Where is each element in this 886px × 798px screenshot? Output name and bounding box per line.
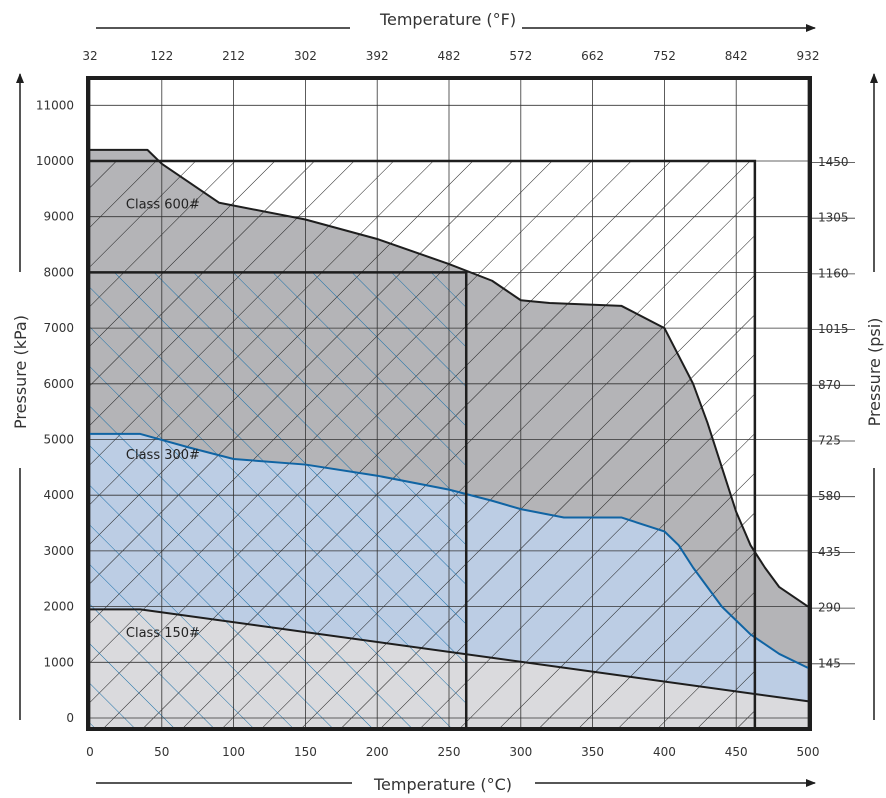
x-axis-title-bottom: Temperature (°C) [373,775,512,794]
y-tick-right-145: 145 [818,656,841,670]
y-tick-left-2000: 2000 [43,600,74,614]
x-tick-bottom-150: 150 [294,745,317,759]
y-tick-left-11000: 11000 [36,98,74,112]
x-tick-top-842: 842 [725,49,748,63]
y-tick-left-6000: 6000 [43,377,74,391]
x-tick-bottom-300: 300 [509,745,532,759]
class-300-rating-box-hatch [88,272,467,729]
y-tick-right-435: 435 [818,545,841,559]
y-tick-right-1305: 1305 [818,211,849,225]
class-labels: Class 600# Class 300# Class 150# [126,197,200,641]
y-tick-left-5000: 5000 [43,433,74,447]
class-600-label: Class 600# [126,197,200,212]
y-tick-left-9000: 9000 [43,210,74,224]
x-tick-bottom-350: 350 [581,745,604,759]
y-tick-left-10000: 10000 [36,154,74,168]
tick-labels: 0 50 100 150 200 250 300 350 400 450 500 32 122 212 30… [36,49,849,759]
gridlines [88,78,855,729]
y-tick-left-0: 0 [66,711,74,725]
x-tick-bottom-250: 250 [438,745,461,759]
x-tick-top-392: 392 [366,49,389,63]
x-tick-bottom-0: 0 [86,745,94,759]
plot-frame [86,76,812,731]
class-300-line [90,432,809,669]
x-tick-top-32: 32 [82,49,97,63]
x-tick-top-122: 122 [150,49,173,63]
hatched-regions [88,161,755,729]
y-tick-right-1450: 1450 [818,155,849,169]
y-tick-right-290: 290 [818,601,841,615]
x-tick-top-752: 752 [653,49,676,63]
class-300-rating-box-outline [88,271,468,729]
x-tick-top-932: 932 [797,49,820,63]
x-tick-top-302: 302 [294,49,317,63]
class-150-line [90,608,809,703]
y-tick-left-3000: 3000 [43,544,74,558]
y-tick-left-8000: 8000 [43,265,74,279]
x-tick-bottom-50: 50 [154,745,169,759]
y-axis-title-left: Pressure (kPa) [11,315,30,429]
class-300-label: Class 300# [126,448,200,463]
y-tick-left-1000: 1000 [43,655,74,669]
x-tick-bottom-100: 100 [222,745,245,759]
class-150-label: Class 150# [126,626,200,641]
y-tick-right-1160: 1160 [818,266,849,280]
series-lines [90,148,809,703]
rating-box-outlines [88,159,757,729]
x-tick-top-572: 572 [509,49,532,63]
y-tick-right-580: 580 [818,489,841,503]
y-tick-right-1015: 1015 [818,322,849,336]
x-tick-bottom-400: 400 [653,745,676,759]
y-tick-left-7000: 7000 [43,321,74,335]
x-tick-top-482: 482 [438,49,461,63]
class-600-line [90,148,809,608]
x-tick-top-662: 662 [581,49,604,63]
x-tick-bottom-450: 450 [725,745,748,759]
x-axis-title-top: Temperature (°F) [379,10,516,29]
x-tick-bottom-200: 200 [366,745,389,759]
x-tick-top-212: 212 [222,49,245,63]
y-axis-title-right: Pressure (psi) [865,318,884,427]
y-tick-right-870: 870 [818,378,841,392]
y-tick-left-4000: 4000 [43,488,74,502]
x-tick-bottom-500: 500 [797,745,820,759]
y-tick-right-725: 725 [818,434,841,448]
class-600-rating-box-outline [88,159,757,729]
